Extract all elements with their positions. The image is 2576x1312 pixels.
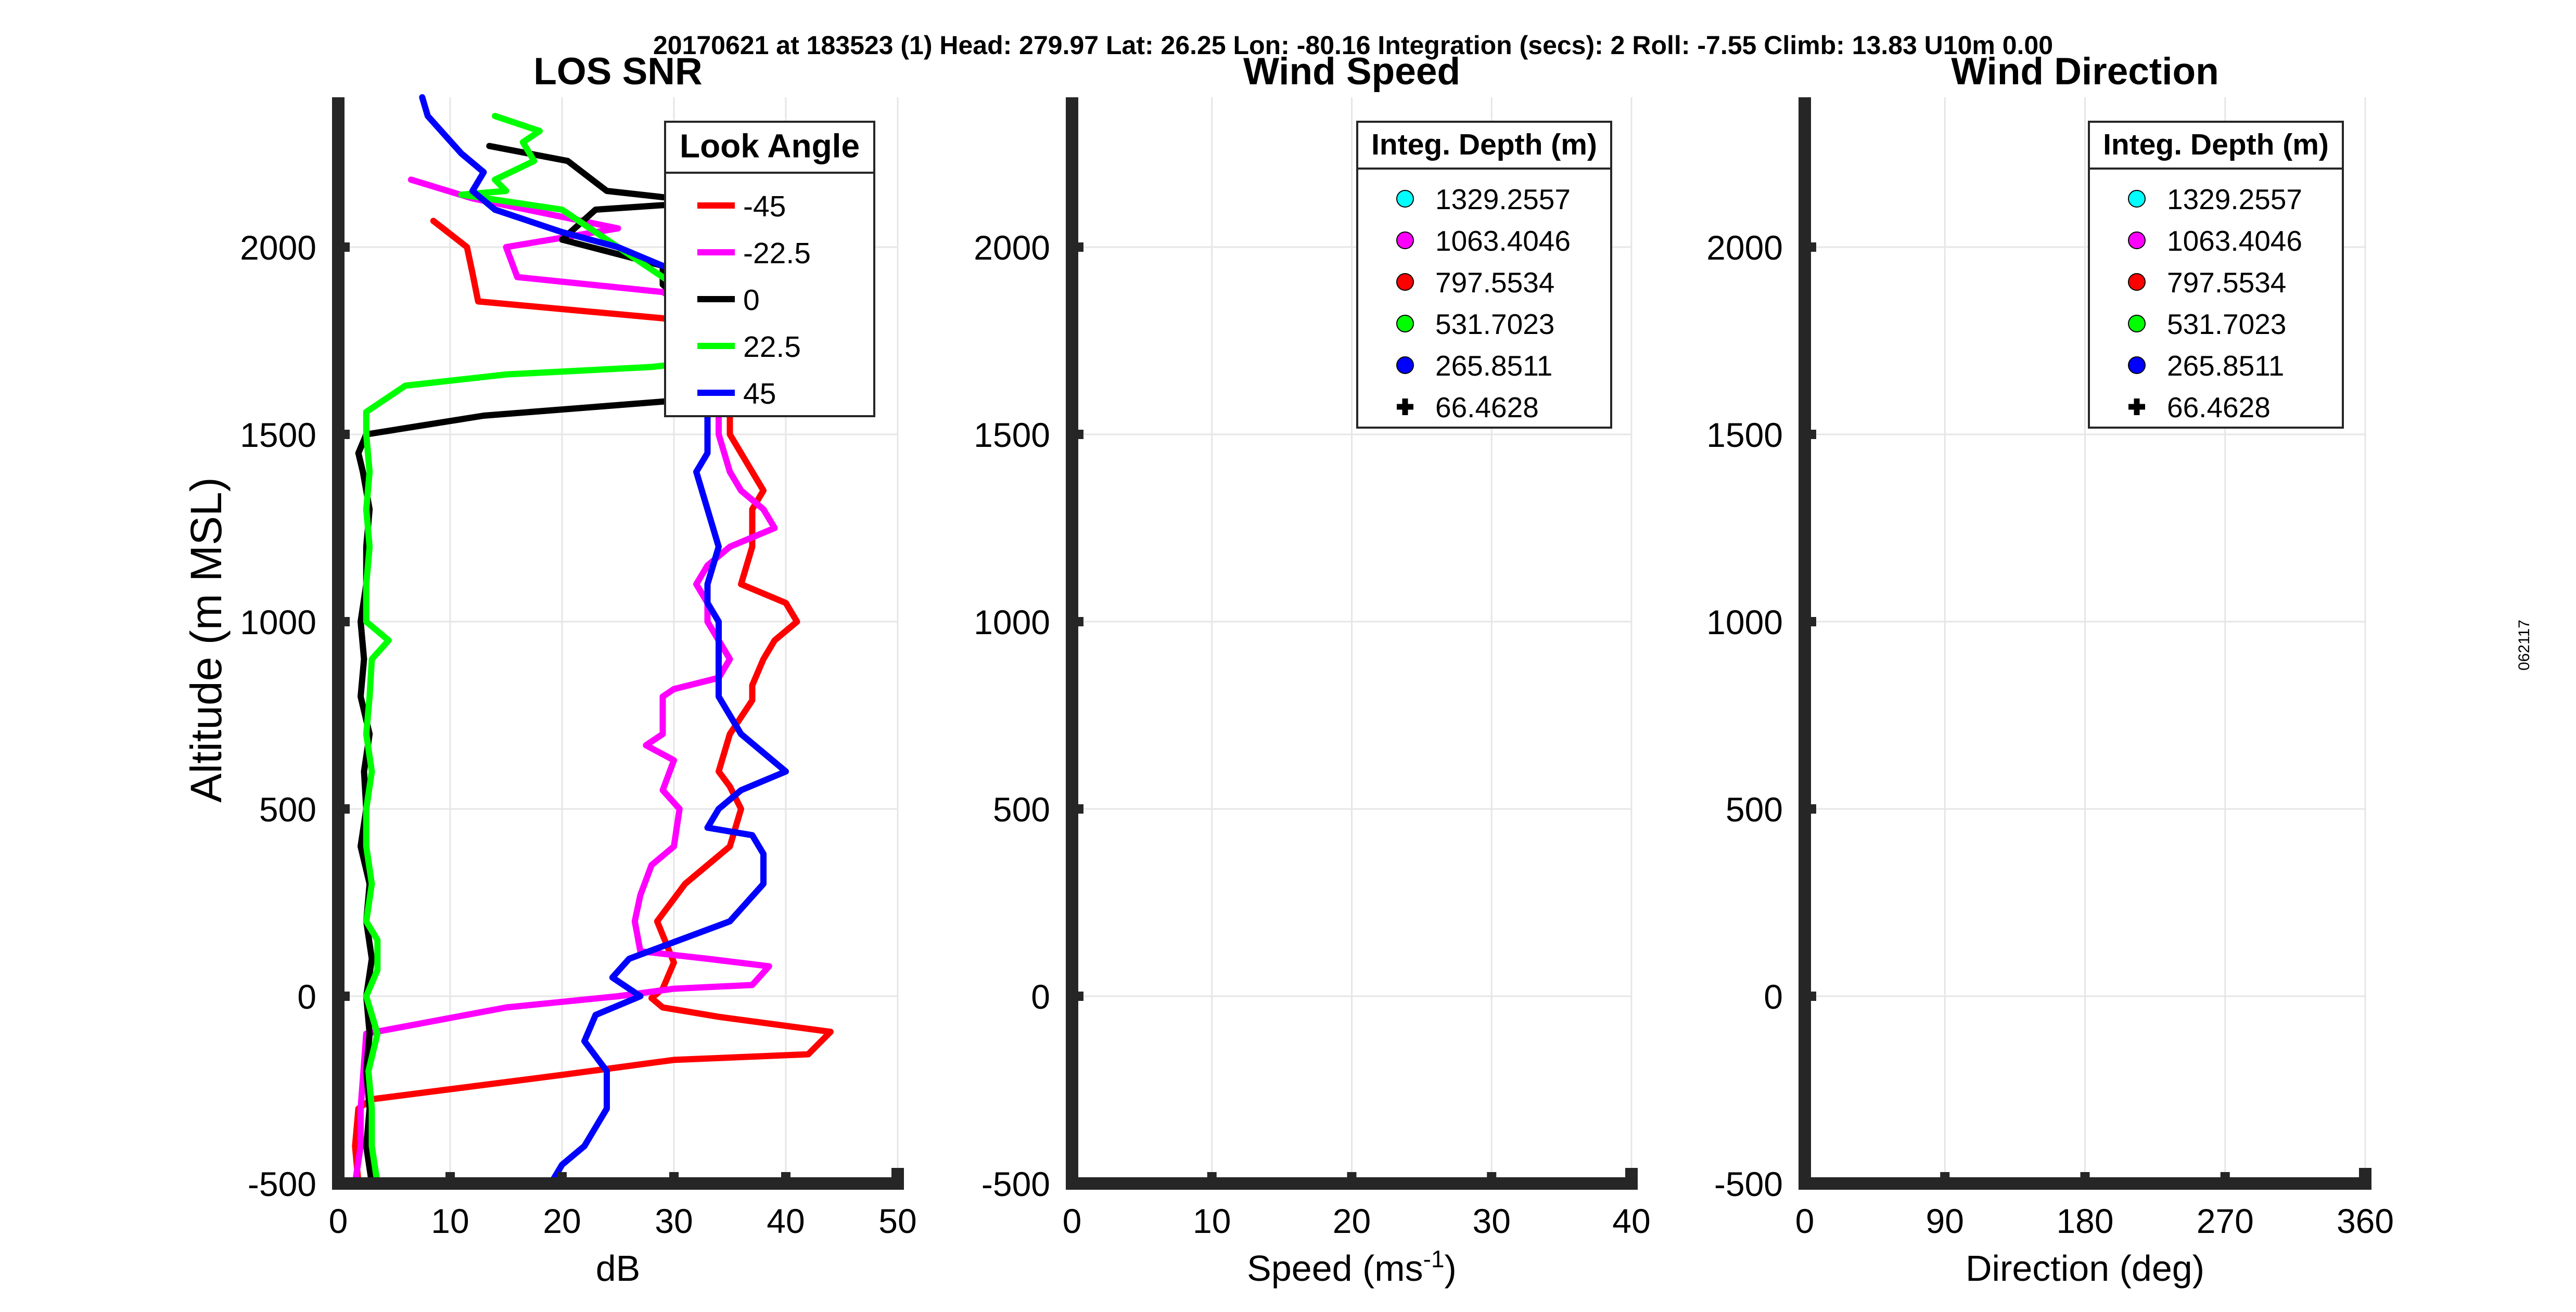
legend-title: Integ. Depth (m)	[2103, 128, 2329, 161]
x-tick-label: 40	[767, 1202, 805, 1240]
legend-marker-531.7023	[1396, 315, 1414, 332]
x-tick-label: 20	[543, 1202, 581, 1240]
legend-label-797.5534: 797.5534	[1435, 266, 1554, 299]
y-tick-label: 500	[993, 790, 1050, 829]
legend-title: Integ. Depth (m)	[1371, 128, 1597, 161]
legend-box	[2088, 121, 2344, 429]
legend-label-531.7023: 531.7023	[2167, 308, 2286, 340]
y-tick-label: 1000	[1706, 603, 1783, 641]
x-axis-label: Direction (deg)	[1966, 1248, 2204, 1289]
x-tick-label: 0	[1795, 1202, 1815, 1240]
y-tick-label: 0	[1031, 977, 1050, 1016]
x-axis-label-superscript: -1	[1423, 1245, 1445, 1272]
figure-side-label: 062117	[2516, 620, 2533, 671]
y-tick-label: 1500	[1706, 416, 1783, 454]
legend-label-265.8511: 265.8511	[2167, 350, 2284, 382]
legend-label-0: 0	[743, 284, 760, 317]
y-tick-label: 1000	[240, 603, 316, 641]
legend-marker-66.4628	[2128, 398, 2145, 415]
legend-marker-265.8511	[1396, 356, 1414, 374]
y-tick-label: 0	[297, 977, 316, 1016]
x-axis-label: Speed (ms-1)	[1247, 1245, 1457, 1289]
legend-label-66.4628: 66.4628	[1435, 391, 1539, 423]
legend-label-66.4628: 66.4628	[2167, 391, 2271, 423]
y-tick-label: 2000	[240, 228, 316, 267]
series-line-45	[419, 94, 789, 1187]
y-tick-label: 1500	[974, 416, 1050, 454]
legend-marker-1329.2557	[2128, 190, 2146, 208]
chart-title: Wind Speed	[1243, 50, 1460, 93]
y-tick-label: -500	[1714, 1165, 1783, 1203]
x-axis-label: dB	[596, 1248, 641, 1289]
x-axis-label-end: )	[1445, 1248, 1457, 1289]
legend-marker-265.8511	[2128, 356, 2146, 374]
x-tick-label: 50	[878, 1202, 916, 1240]
chart-panel-1: -500 0 500 1000 1500 2000 0 10 20 30 40 50 LOS SNR dB…	[182, 50, 917, 1289]
legend: Integ. Depth (m) 1329.2557 1063.4046 797.55…	[2088, 121, 2344, 429]
y-axis-label: Altitude (m MSL)	[182, 477, 231, 803]
y-tick-label: 2000	[974, 228, 1050, 267]
legend-box	[664, 121, 875, 417]
x-tick-label: 360	[2337, 1202, 2394, 1240]
legend-label-1063.4046: 1063.4046	[1435, 225, 1571, 257]
legend-marker-66.4628	[1397, 398, 1413, 415]
y-tick-label: 0	[1764, 977, 1783, 1016]
chart-title: LOS SNR	[533, 50, 702, 93]
legend-title: Look Angle	[680, 127, 860, 165]
x-tick-label: 0	[329, 1202, 348, 1240]
legend-label-1063.4046: 1063.4046	[2167, 225, 2302, 257]
y-tick-label: 500	[259, 790, 316, 829]
legend-label-265.8511: 265.8511	[1435, 350, 1552, 382]
y-tick-label: 1500	[240, 416, 316, 454]
x-tick-label: 270	[2197, 1202, 2254, 1240]
x-tick-label: 10	[431, 1202, 469, 1240]
series-line-22.5	[363, 113, 722, 1187]
legend-label-531.7023: 531.7023	[1435, 308, 1554, 340]
legend-marker-1329.2557	[1396, 190, 1414, 208]
legend-label-1329.2557: 1329.2557	[1435, 183, 1571, 215]
y-tick-label: -500	[248, 1165, 316, 1203]
legend-label-22.5: 22.5	[743, 330, 801, 364]
legend-marker-797.5534	[2128, 273, 2146, 291]
legend-label--22.5: -22.5	[743, 237, 811, 270]
legend-box	[1356, 121, 1612, 429]
x-tick-label: 30	[655, 1202, 693, 1240]
x-tick-label: 40	[1612, 1202, 1650, 1240]
x-tick-label: 30	[1473, 1202, 1511, 1240]
chart-panel-3: -500 0 500 1000 1500 2000 0 90 180 270 360 Wind Dir…	[1706, 50, 2394, 1289]
legend-marker-797.5534	[1396, 273, 1414, 291]
x-tick-label: 20	[1333, 1202, 1371, 1240]
y-tick-label: -500	[981, 1165, 1050, 1203]
y-tick-label: 1000	[974, 603, 1050, 641]
legend-marker-1063.4046	[2128, 231, 2146, 249]
legend-label-797.5534: 797.5534	[2167, 266, 2286, 299]
legend: Integ. Depth (m) 1329.2557 1063.4046 797.55…	[1356, 121, 1612, 429]
y-tick-label: 500	[1726, 790, 1783, 829]
x-tick-label: 0	[1063, 1202, 1082, 1240]
x-tick-label: 90	[1926, 1202, 1964, 1240]
legend-marker-531.7023	[2128, 315, 2146, 332]
figure-header: 20170621 at 183523 (1) Head: 279.97 Lat:…	[653, 31, 2053, 60]
legend-marker-1063.4046	[1396, 231, 1414, 249]
x-tick-label: 180	[2056, 1202, 2113, 1240]
chart-title: Wind Direction	[1951, 50, 2218, 93]
chart-panel-2: -500 0 500 1000 1500 2000 0 10 20 30 40 Wind Speed S…	[974, 50, 1651, 1289]
y-tick-label: 2000	[1706, 228, 1783, 267]
legend: Look Angle -45 -22.5 0 22.5 45	[664, 121, 875, 417]
legend-label--45: -45	[743, 190, 786, 223]
legend-label-1329.2557: 1329.2557	[2167, 183, 2302, 215]
x-tick-label: 10	[1193, 1202, 1231, 1240]
legend-label-45: 45	[743, 377, 776, 410]
